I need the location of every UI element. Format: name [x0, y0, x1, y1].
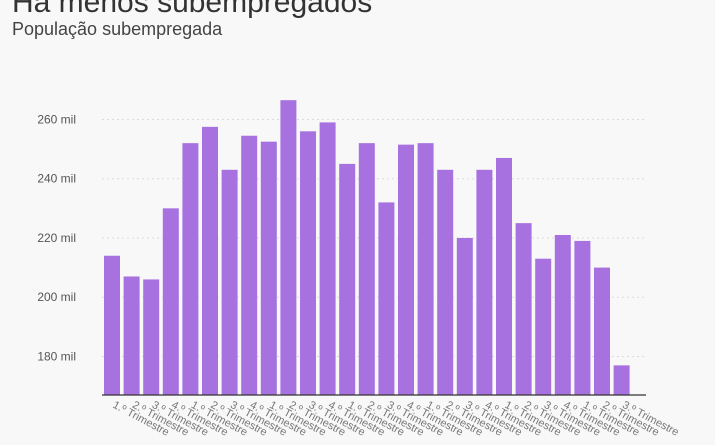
bar: [319, 122, 336, 395]
bar: [437, 169, 454, 395]
bar: [515, 223, 532, 395]
bar: [417, 143, 434, 395]
chart-subtitle: População subempregada: [12, 19, 223, 39]
bar: [535, 258, 552, 395]
bar: [594, 267, 610, 395]
bar: [182, 143, 199, 395]
bar: [456, 237, 473, 395]
bar: [476, 169, 493, 395]
bar: [398, 144, 414, 395]
bar: [241, 135, 258, 396]
y-tick-label: 200 mil: [37, 290, 76, 304]
bar: [554, 235, 571, 395]
bar: [143, 279, 160, 395]
y-tick-label: 180 mil: [37, 349, 76, 363]
bar: [378, 202, 395, 395]
bar: [260, 141, 277, 395]
y-tick-label: 220 mil: [37, 231, 76, 245]
bar: [300, 131, 316, 395]
bar: [202, 126, 218, 395]
bar: [613, 365, 630, 395]
bar: [496, 157, 512, 395]
bar: [221, 169, 238, 395]
bar: [104, 255, 120, 395]
chart-title: Há menos subempregados: [12, 0, 373, 19]
bar: [280, 100, 297, 396]
bar: [574, 240, 591, 395]
bar: [339, 163, 356, 395]
bar: [358, 143, 375, 395]
y-tick-label: 260 mil: [37, 112, 76, 126]
y-tick-label: 240 mil: [37, 172, 76, 186]
bar: [162, 208, 179, 395]
bar: [123, 276, 140, 395]
